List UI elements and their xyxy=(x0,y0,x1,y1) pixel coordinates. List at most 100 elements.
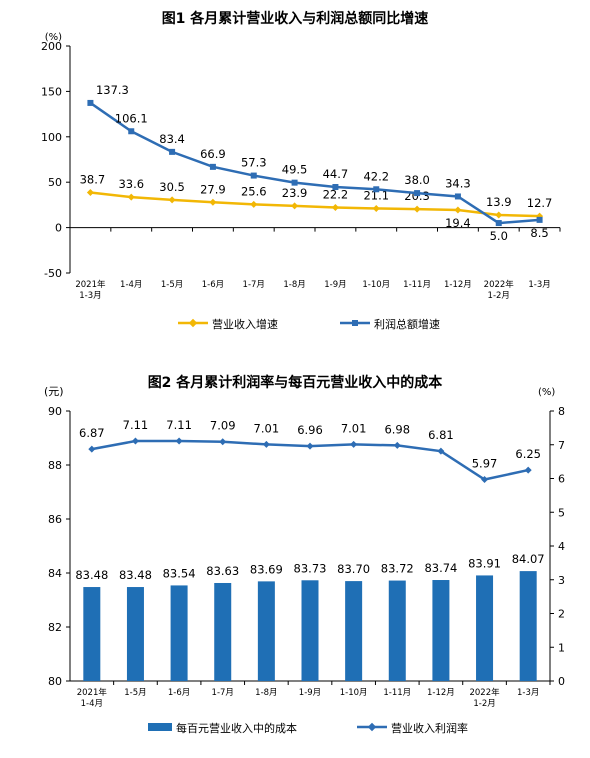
revenue-data-label: 22.2 xyxy=(323,187,349,201)
legend-line-marker-icon xyxy=(357,722,387,735)
profit-point xyxy=(128,128,135,135)
x-tick-label: 1-3月 xyxy=(528,280,550,290)
profit-data-label: 49.5 xyxy=(282,163,308,177)
margin-data-label: 5.97 xyxy=(472,457,498,471)
margin-data-label: 6.87 xyxy=(79,426,105,440)
cost-data-label: 83.70 xyxy=(337,562,370,576)
profit-point xyxy=(87,99,94,106)
x-tick-label: 1-11月 xyxy=(403,280,431,290)
right-y-tick-label: 3 xyxy=(558,574,565,587)
revenue-data-label: 12.7 xyxy=(527,196,553,210)
cost-data-label: 83.48 xyxy=(75,568,108,582)
x-tick-label: 1-2月 xyxy=(488,291,510,301)
cost-bar xyxy=(170,585,188,681)
right-y-tick-label: 1 xyxy=(558,641,565,654)
revenue-point xyxy=(209,198,217,206)
x-tick-label: 1-10月 xyxy=(362,280,390,290)
left-y-tick-label: 90 xyxy=(48,405,62,418)
right-y-tick-label: 4 xyxy=(558,540,565,553)
x-tick-label: 1-10月 xyxy=(340,688,368,698)
cost-bar xyxy=(345,581,363,681)
margin-data-label: 7.11 xyxy=(166,418,192,432)
profit-data-label: 34.3 xyxy=(445,176,471,190)
profit-data-label: 57.3 xyxy=(241,156,267,170)
x-tick-label: 1-3月 xyxy=(79,291,101,301)
margin-point xyxy=(306,442,314,450)
x-tick-label: 1-6月 xyxy=(202,280,224,290)
x-tick-label: 2022年 xyxy=(484,279,515,290)
x-tick-label: 2022年 xyxy=(469,687,500,698)
margin-data-label: 6.25 xyxy=(515,447,541,461)
profit-point xyxy=(291,179,298,186)
right-unit-label: (%) xyxy=(538,387,555,398)
profit-data-label: 137.3 xyxy=(96,83,129,97)
cost-data-label: 83.54 xyxy=(163,566,196,580)
legend-label: 利润总额增速 xyxy=(374,318,440,331)
margin-point xyxy=(131,437,139,445)
legend-line-marker-icon xyxy=(340,318,370,331)
profit-data-label: 106.1 xyxy=(115,111,148,125)
chart-1-title: 图1 各月累计营业收入与利润总额同比增速 xyxy=(161,11,429,27)
y-tick-label: 200 xyxy=(41,40,62,53)
revenue-data-label: 38.7 xyxy=(80,172,106,186)
margin-data-label: 6.96 xyxy=(297,423,323,437)
cost-bar xyxy=(214,582,232,681)
left-y-tick-label: 84 xyxy=(48,567,62,580)
chart-2-legend-margin: 营业收入利润率 xyxy=(357,720,468,736)
x-tick-label: 1-8月 xyxy=(283,280,305,290)
revenue-data-label: 21.1 xyxy=(363,188,389,202)
x-tick-label: 1-7月 xyxy=(243,280,265,290)
profit-point xyxy=(332,184,339,191)
revenue-point xyxy=(495,211,503,219)
margin-data-label: 6.98 xyxy=(384,422,410,436)
margin-point xyxy=(437,447,445,455)
left-y-tick-label: 88 xyxy=(48,459,62,472)
chart-1-legend-profit: 利润总额增速 xyxy=(340,316,440,332)
x-tick-label: 1-2月 xyxy=(473,699,495,709)
profit-data-label: 8.5 xyxy=(530,226,548,240)
left-unit-label: (元) xyxy=(44,385,64,398)
margin-data-label: 7.11 xyxy=(123,418,149,432)
cost-data-label: 83.74 xyxy=(424,561,457,575)
cost-bar xyxy=(519,571,537,681)
revenue-point xyxy=(413,205,421,213)
margin-point xyxy=(481,476,489,484)
profit-data-label: 5.0 xyxy=(490,229,508,243)
profit-point xyxy=(495,220,502,227)
profit-point xyxy=(169,148,176,155)
profit-point xyxy=(536,216,543,223)
profit-point xyxy=(209,163,216,170)
margin-data-label: 6.81 xyxy=(428,428,454,442)
left-y-tick-label: 82 xyxy=(48,621,62,634)
revenue-data-label: 25.6 xyxy=(241,184,267,198)
revenue-point xyxy=(86,188,94,196)
y-tick-label: 0 xyxy=(55,222,62,235)
cost-bar xyxy=(257,581,275,681)
x-tick-label: 1-5月 xyxy=(161,280,183,290)
right-y-tick-label: 2 xyxy=(558,608,565,621)
cost-bar xyxy=(301,580,319,681)
cost-bar xyxy=(432,580,450,681)
cost-data-label: 83.69 xyxy=(250,562,283,576)
legend-label: 营业收入增速 xyxy=(212,318,278,331)
profit-data-label: 44.7 xyxy=(323,167,349,181)
legend-line-marker-icon xyxy=(178,318,208,331)
revenue-point xyxy=(291,202,299,210)
chart-2: 图2 各月累计利润率与每百元营业收入中的成本 80 82 84 86 88 90 0 1 2 3 4… xyxy=(0,368,590,758)
cost-data-label: 83.91 xyxy=(468,556,501,570)
right-y-tick-label: 6 xyxy=(558,473,565,486)
right-y-tick-label: 8 xyxy=(558,405,565,418)
revenue-data-label: 30.5 xyxy=(159,180,185,194)
series-line-profit xyxy=(89,101,540,225)
x-tick-label: 1-4月 xyxy=(120,280,142,290)
revenue-point xyxy=(250,200,258,208)
chart-1: 图1 各月累计营业收入与利润总额同比增速 -50 0 50 100 150 200 (%) 2… xyxy=(0,0,590,335)
margin-point xyxy=(175,437,183,445)
x-tick-label: 1-5月 xyxy=(124,688,146,698)
revenue-point xyxy=(168,196,176,204)
x-tick-label: 1-12月 xyxy=(427,688,455,698)
revenue-point xyxy=(331,203,339,211)
profit-data-label: 66.9 xyxy=(200,147,226,161)
cost-bar xyxy=(83,587,101,681)
